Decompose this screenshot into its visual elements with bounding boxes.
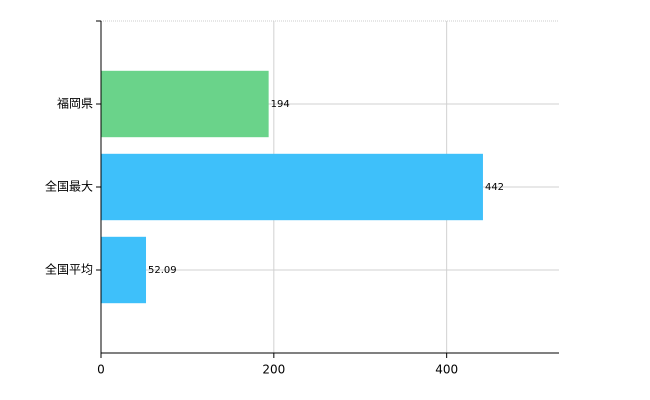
value-label: 52.09 [148, 265, 177, 276]
bar [101, 236, 147, 304]
x-tick-label: 200 [262, 363, 285, 377]
value-label: 442 [485, 182, 504, 193]
bar [101, 153, 483, 221]
bar [101, 70, 269, 138]
y-tick-label: 福岡県 [57, 96, 93, 111]
value-label: 194 [271, 99, 290, 110]
y-tick-label: 全国平均 [45, 262, 93, 277]
x-tick-label: 0 [97, 363, 105, 377]
y-tick-label: 全国最大 [45, 179, 93, 194]
x-tick-label: 400 [435, 363, 458, 377]
